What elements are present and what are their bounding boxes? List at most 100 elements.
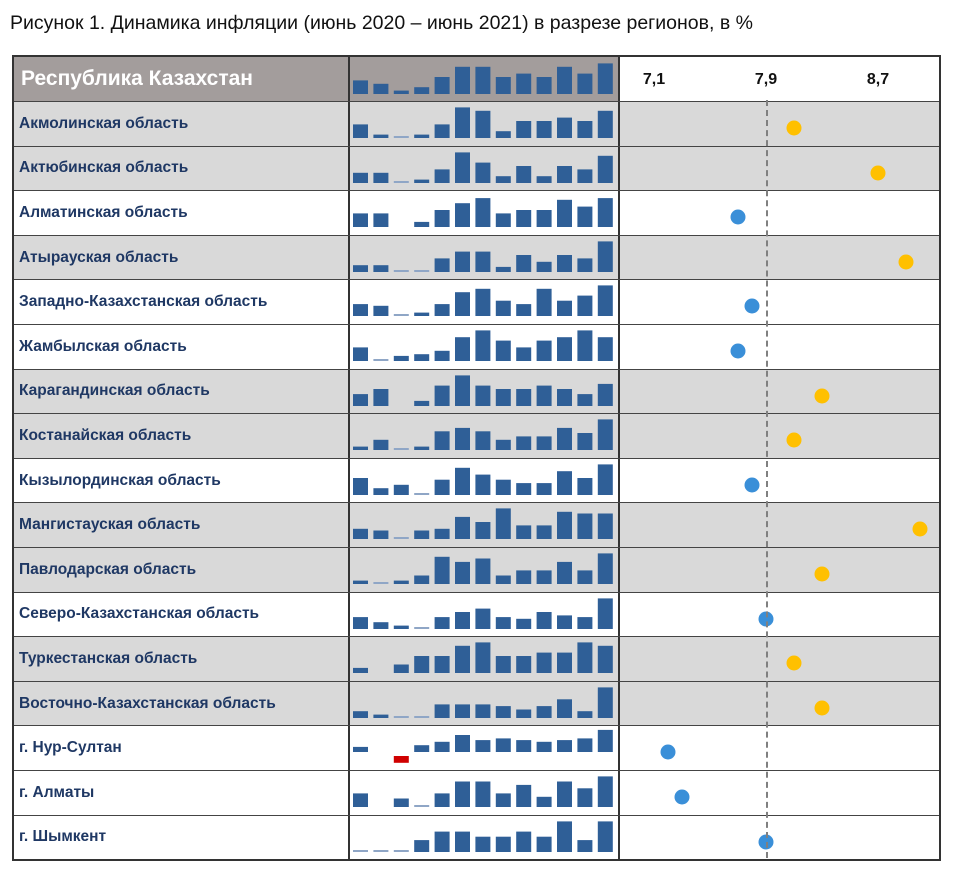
sparkline-bar <box>577 295 593 317</box>
sparkline-bar <box>373 530 389 540</box>
sparkline-bar <box>536 175 552 183</box>
sparkline-bar <box>353 477 368 495</box>
sparkline-bar <box>373 358 389 361</box>
sparkline-cell <box>350 235 620 280</box>
sparkline-bar <box>434 258 450 272</box>
sparkline-cell <box>350 503 620 547</box>
dot-cell <box>620 503 939 547</box>
sparkline-bar <box>495 793 511 807</box>
sparkline-bar <box>434 704 450 718</box>
table-row: Жамбылская область <box>14 323 939 369</box>
table-row: Актюбинская область <box>14 145 939 191</box>
sparkline-bar <box>455 781 470 807</box>
value-dot <box>758 834 774 849</box>
region-name: г. Шымкент <box>14 815 350 860</box>
sparkline-bar <box>597 383 613 406</box>
sparkline-bar <box>516 388 532 406</box>
sparkline-bar <box>597 285 613 317</box>
table-row: Северо-Казахстанская область <box>14 591 939 637</box>
sparkline-bar <box>577 710 593 718</box>
sparkline-bar <box>373 487 389 495</box>
sparkline-bar <box>557 561 572 584</box>
sparkline-bar <box>455 467 470 495</box>
sparkline-bar <box>434 793 450 807</box>
sparkline-cell <box>350 592 620 637</box>
sparkline-bar <box>495 479 511 495</box>
value-dot <box>814 566 830 582</box>
dot-cell <box>620 816 939 860</box>
sparkline-bar <box>455 337 470 361</box>
sparkline-cell <box>350 280 620 324</box>
sparkline-bar <box>516 618 532 629</box>
sparkline-bar <box>516 347 532 361</box>
sparkline-bar <box>353 304 368 317</box>
sparkline-bar <box>393 625 409 629</box>
sparkline-bar <box>373 213 389 228</box>
sparkline-bar <box>577 121 593 138</box>
sparkline-bar <box>577 839 593 852</box>
sparkline-bar <box>414 87 430 94</box>
sparkline-bar <box>475 836 491 852</box>
sparkline-bar <box>577 258 593 272</box>
region-name: Северо-Казахстанская область <box>14 592 350 637</box>
sparkline-bar <box>414 626 430 629</box>
sparkline-bar <box>597 464 613 495</box>
sparkline-bar <box>373 714 389 718</box>
sparkline-bar <box>557 117 572 138</box>
sparkline-bar <box>475 110 491 138</box>
sparkline-bar <box>434 210 450 228</box>
sparkline-bar <box>393 484 409 495</box>
sparkline-bar <box>353 124 368 138</box>
region-name: Атырауская область <box>14 235 350 280</box>
sparkline-bar <box>455 292 470 317</box>
sparkline-bar <box>455 251 470 272</box>
sparkline-bar <box>414 400 430 406</box>
sparkline-bar <box>577 642 593 674</box>
sparkline-bar <box>516 165 532 183</box>
sparkline-bar <box>495 656 511 674</box>
region-name: Акмолинская область <box>14 102 350 146</box>
sparkline-bar <box>557 199 572 228</box>
sparkline-bar <box>455 66 470 94</box>
value-dot <box>730 209 746 225</box>
sparkline-bar <box>577 206 593 228</box>
sparkline-bar <box>557 781 572 807</box>
sparkline-bar <box>557 699 572 718</box>
sparkline-bar <box>475 162 491 183</box>
sparkline-bar <box>353 264 368 272</box>
sparkline-bar <box>373 83 389 94</box>
sparkline-bar <box>597 645 613 674</box>
sparkline-bar <box>414 312 430 317</box>
sparkline-bar <box>597 241 613 272</box>
sparkline-bar <box>393 90 409 94</box>
sparkline-bar <box>455 735 470 753</box>
value-dot <box>786 432 802 448</box>
sparkline-bar <box>597 337 613 361</box>
sparkline-cell <box>350 324 620 369</box>
region-name: Туркестанская область <box>14 637 350 681</box>
sparkline-bar <box>455 107 470 138</box>
region-name: г. Нур-Султан <box>14 726 350 770</box>
sparkline-bar <box>475 740 491 753</box>
sparkline-bar <box>353 849 368 852</box>
dot-cell <box>620 459 939 503</box>
sparkline-bar <box>434 479 450 495</box>
sparkline-bar <box>353 172 368 183</box>
sparkline-bar <box>434 77 450 94</box>
sparkline-bar <box>393 314 409 317</box>
sparkline-bar <box>536 705 552 718</box>
dot-cell <box>620 548 939 592</box>
sparkline-bar <box>516 740 532 753</box>
sparkline <box>353 285 613 317</box>
sparkline-bar <box>414 839 430 852</box>
region-name: Костанайская область <box>14 414 350 458</box>
dot-cell <box>620 414 939 458</box>
sparkline-bar <box>393 664 409 674</box>
sparkline-bar <box>414 134 430 138</box>
sparkline-bar <box>597 687 613 718</box>
sparkline-bar <box>414 269 430 272</box>
region-name: Западно-Казахстанская область <box>14 280 350 324</box>
region-name: г. Алматы <box>14 770 350 815</box>
axis-tick: 7,9 <box>754 71 778 88</box>
sparkline-bar <box>414 446 430 451</box>
